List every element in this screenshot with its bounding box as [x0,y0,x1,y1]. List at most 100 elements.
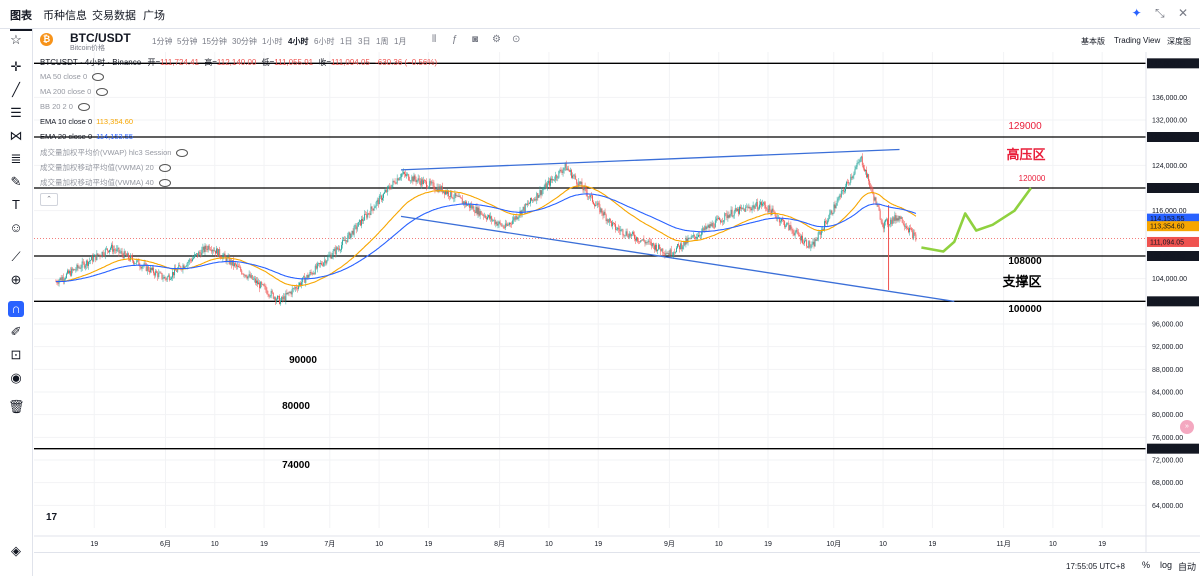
timeframe-1mo[interactable]: 1月 [394,37,407,46]
timeframe-1m[interactable]: 1分钟 [152,37,173,46]
candle-body [823,229,824,231]
star-icon[interactable]: ☆ [10,32,22,47]
magnet-icon[interactable]: ∩ [8,301,24,317]
candle-body [546,183,548,189]
log-toggle[interactable]: log [1160,560,1173,570]
candle-body [315,265,317,269]
percent-toggle[interactable]: % [1142,560,1151,570]
indicator-row[interactable]: 成交量加权移动平均值(VWMA) 20 [40,162,437,173]
candle-body [847,181,849,183]
candle-body [852,175,854,179]
eye-icon[interactable] [92,73,105,82]
lock-icon[interactable]: ⊡ [10,347,22,362]
view-tradingview-button[interactable]: Trading View [1114,36,1161,45]
candle-body [377,199,379,205]
candle-body [280,300,282,305]
time-axis[interactable]: 19 6月 10 19 7月 10 19 8月 10 19 9月 10 19 10月 10 19 11月 10 19 [34,535,1200,548]
view-depth-button[interactable]: 深度图 [1167,37,1191,46]
candle-body [336,247,338,250]
candle-body [798,235,800,237]
tab-trading-data[interactable]: 交易数据 [92,10,136,22]
candle-body [288,292,290,294]
trend-line-icon[interactable]: ╱ [12,82,20,97]
eye-icon[interactable] [77,103,90,112]
timeframe-3d[interactable]: 3日 [358,37,371,46]
timeframe-6h[interactable]: 6小时 [314,37,335,46]
emoji-icon[interactable]: ☺ [9,220,23,235]
candle-body [742,207,744,209]
timeframe-5m[interactable]: 5分钟 [177,37,198,46]
candle-body [61,277,63,281]
close-icon[interactable]: ✕ [1177,6,1188,20]
channel-upper-line [400,148,900,171]
collapse-icon[interactable]: ⤡ [1154,6,1165,20]
settings-icon[interactable]: ⚙ [492,34,501,45]
timeframe-30m[interactable]: 30分钟 [232,37,257,46]
indicator-row[interactable]: MA 50 close 0 [40,72,437,83]
eye-icon[interactable] [176,149,189,158]
timeframe-1d[interactable]: 1日 [340,37,353,46]
indicator-row[interactable]: 成交量加权移动平均值(VWMA) 40 [40,177,437,188]
candle-body [552,179,554,181]
tab-square[interactable]: 广场 [143,10,165,22]
text-icon[interactable]: T [12,197,20,212]
candle-body [670,249,672,256]
candle-body [655,244,656,250]
timeframe-4h[interactable]: 4小时 [288,37,309,46]
tab-coin-info[interactable]: 币种信息 [43,10,87,22]
indicator-row[interactable]: EMA 10 close 0 113,354.60 [40,117,437,128]
price-axis[interactable]: 142,000.00 136,000.00 132,000.00 124,000.00… [1145,52,1199,552]
candle-body [596,204,598,206]
lock-drawing-icon[interactable]: ✐ [10,324,22,339]
trash-icon[interactable]: 🗑 [8,399,25,414]
candle-body [665,253,667,255]
symbol-name[interactable]: BTC/USDT [70,31,131,45]
fullscreen-icon[interactable]: ⊙ [512,34,521,45]
zoom-icon[interactable]: ⊕ [10,272,22,287]
view-basic-button[interactable]: 基本版 [1081,37,1105,46]
candle-body [122,254,124,259]
eye-icon[interactable]: ◉ [10,370,22,385]
candle-body [98,254,100,256]
auto-toggle[interactable]: 自动 [1178,562,1197,572]
camera-icon[interactable]: ◙ [472,34,479,45]
crosshair-icon[interactable]: ✛ [10,59,22,74]
brush-icon[interactable]: ✎ [10,174,22,189]
candle-body [636,237,638,241]
tab-chart[interactable]: 图表 [10,7,32,31]
candle-body [289,291,291,293]
indicator-row[interactable]: MA 200 close 0 [40,87,437,98]
candle-body [453,198,455,199]
indicators-icon[interactable]: ƒ [452,34,458,45]
candle-body [671,254,673,256]
layers-icon[interactable]: ◈ [11,543,21,558]
candle-body [586,192,588,197]
timeframe-1w[interactable]: 1周 [376,37,389,46]
timeframe-1h[interactable]: 1小时 [262,37,283,46]
candle-body [831,210,833,215]
pattern-icon[interactable]: ⋈ [9,128,23,143]
indicator-row[interactable]: 成交量加权平均价(VWAP) hlc3 Session [40,147,437,158]
candle-body [314,265,316,275]
scroll-to-realtime-button[interactable]: » [1180,420,1194,434]
eye-icon[interactable] [158,164,171,173]
candle-body [711,223,713,227]
candle-body [232,260,234,267]
candle-type-icon[interactable]: ⫴ [432,34,437,45]
candle-body [561,171,563,173]
horizontal-lines-icon[interactable]: ☰ [10,105,22,120]
indicator-row[interactable]: BB 20 2 0 [40,102,437,113]
eye-icon[interactable] [158,179,171,188]
candle-body [258,282,260,285]
eye-icon[interactable] [96,88,109,97]
indicator-row[interactable]: EMA 20 close 0 114,153.55 [40,132,437,143]
collapse-legend-button[interactable]: ⌃ [40,193,58,206]
timeframe-15m[interactable]: 15分钟 [202,37,227,46]
ruler-icon[interactable]: ⟋ [11,249,21,264]
candle-body [483,215,485,217]
candle-body [283,296,285,300]
sparkle-icon[interactable]: ✦ [1131,6,1142,20]
fib-icon[interactable]: ≣ [10,151,22,166]
candle-body [375,202,377,207]
